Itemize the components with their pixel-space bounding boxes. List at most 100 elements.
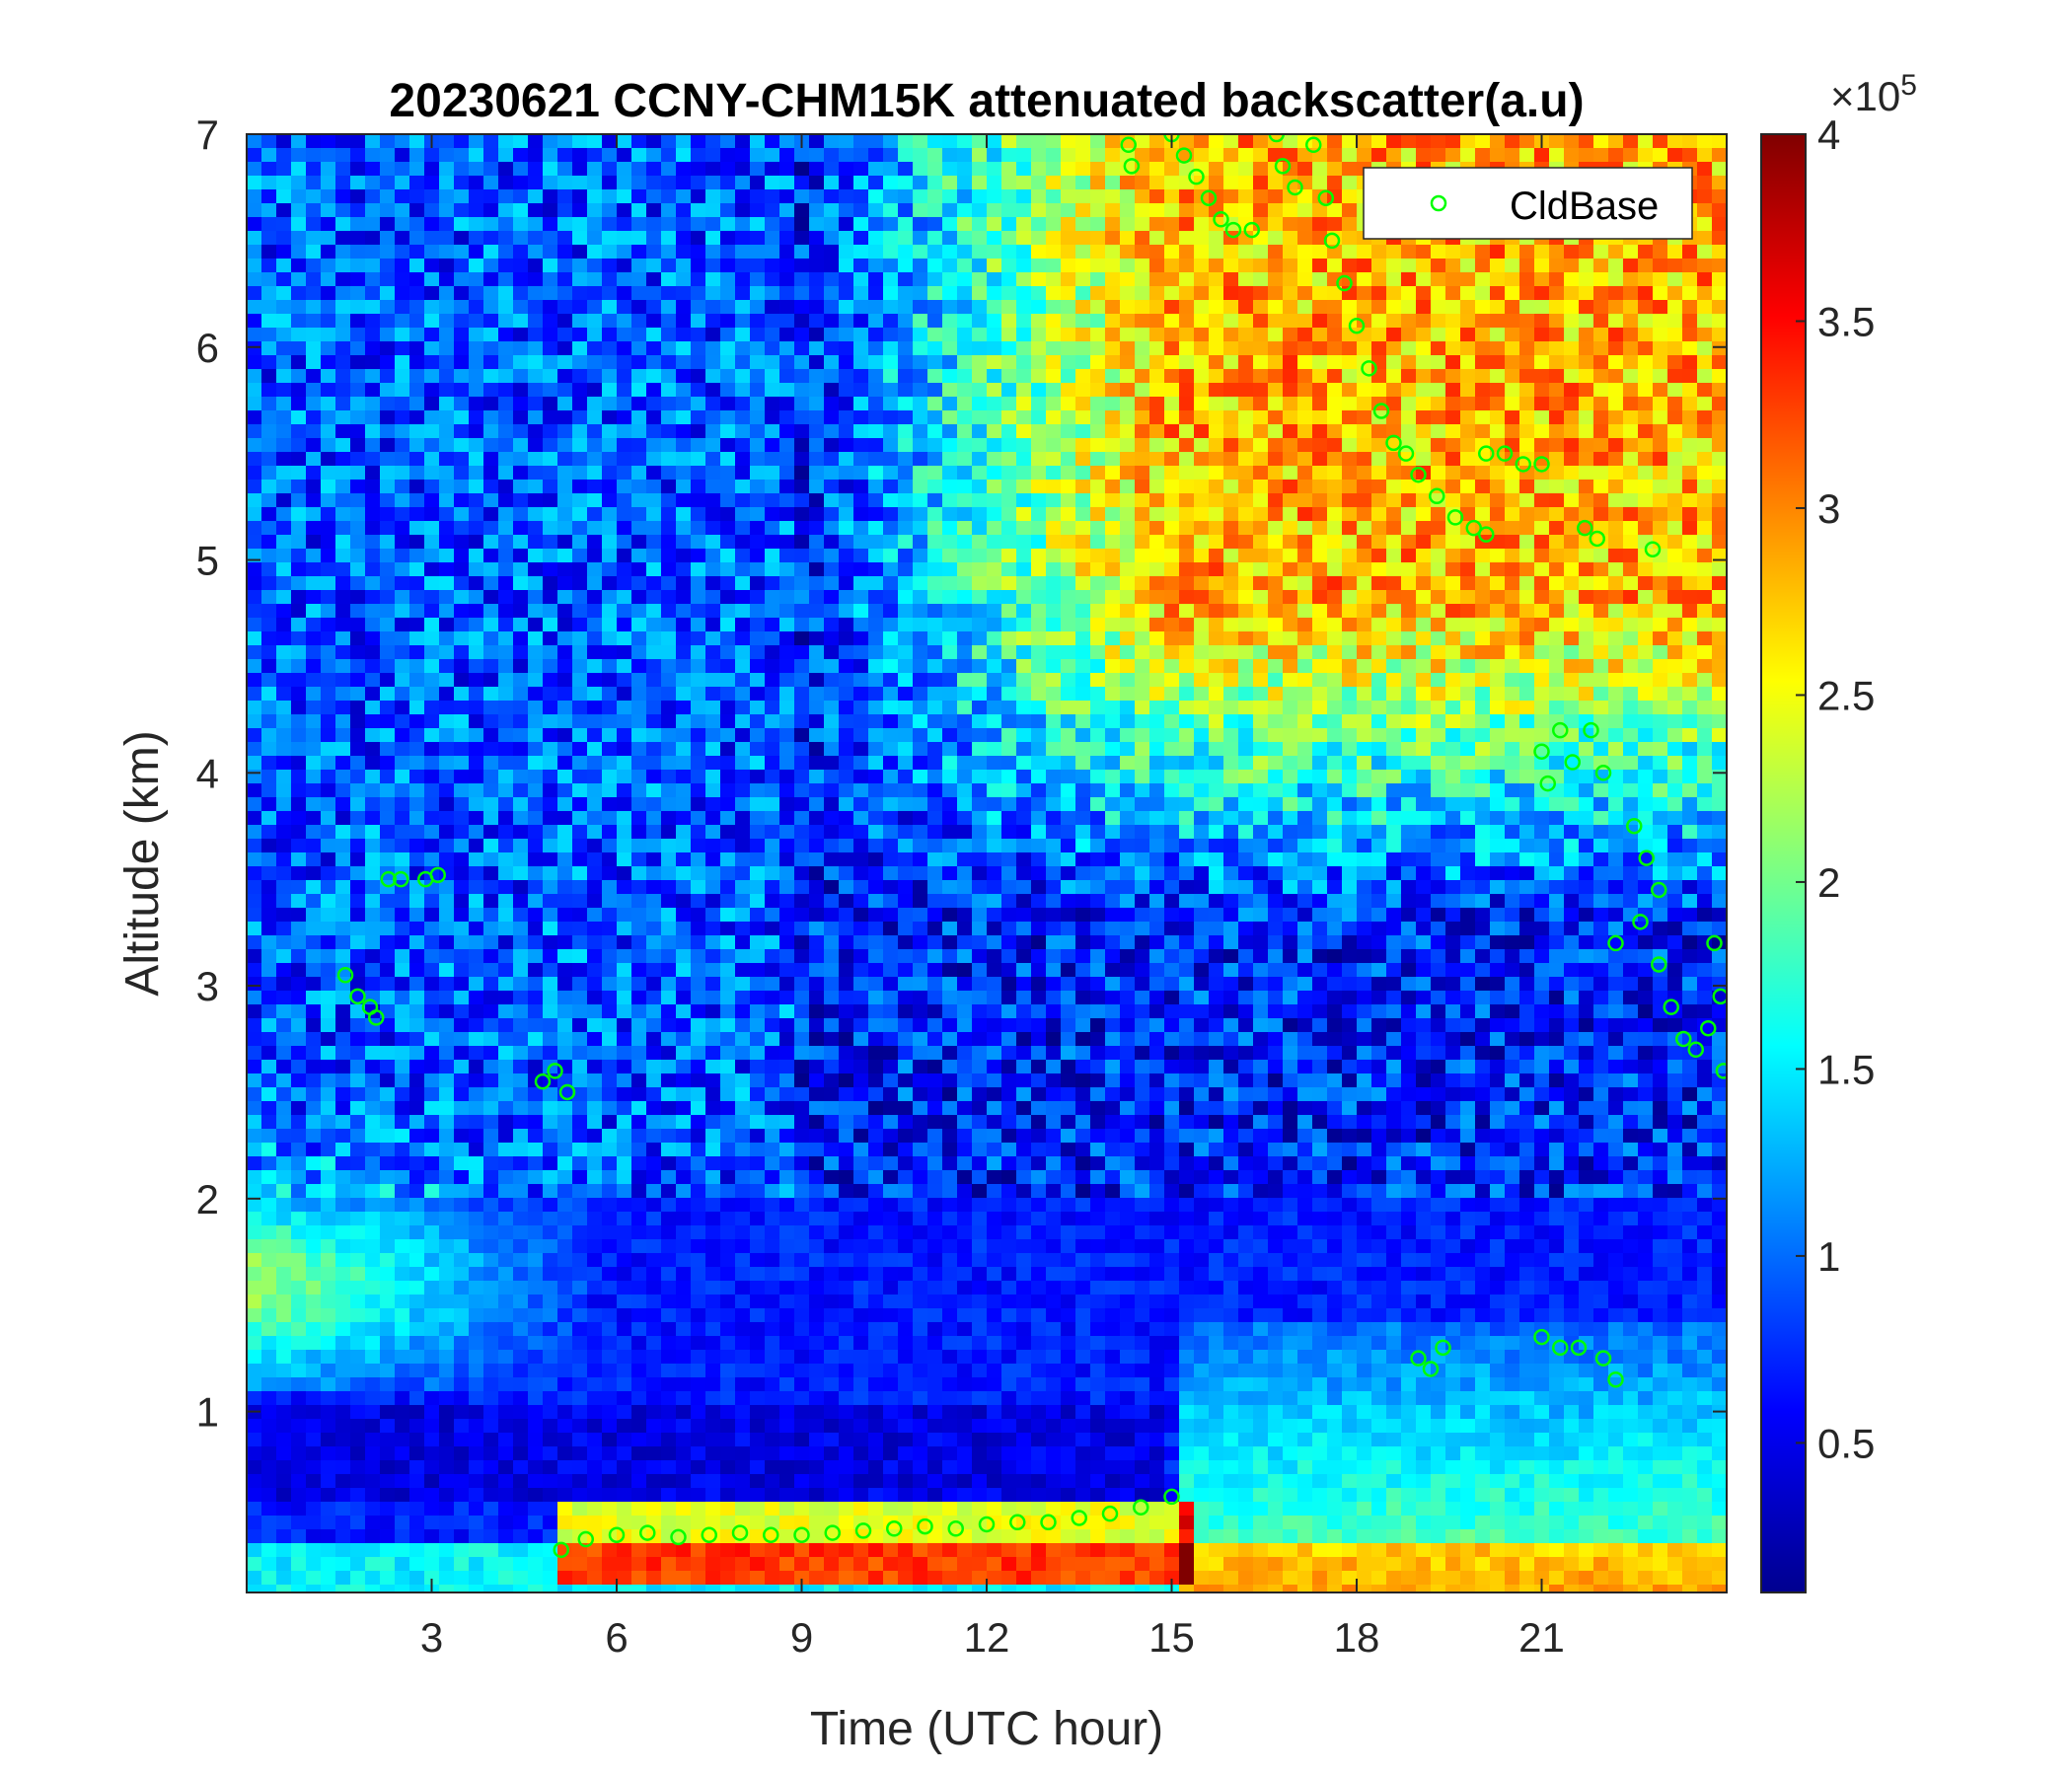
x-tick-label: 9 (790, 1614, 813, 1661)
backscatter-heatmap (247, 134, 1727, 1592)
colorbar-gradient (1760, 133, 1807, 1593)
cloud-base-point (1589, 530, 1605, 548)
cloud-base-point (1305, 136, 1322, 154)
y-tick-label: 7 (196, 111, 219, 158)
cloud-base-point (1188, 168, 1205, 185)
cloud-base-point (1274, 158, 1292, 175)
x-tick-label: 18 (1334, 1614, 1380, 1661)
legend-entry-cldbase: CldBase (1510, 185, 1659, 228)
cloud-base-point (763, 1526, 779, 1543)
cloud-base-point (1607, 934, 1624, 952)
cloud-base-point (336, 967, 354, 984)
x-tick-label: 21 (1518, 1614, 1565, 1661)
cloud-base-point (1243, 221, 1260, 239)
y-axis-ticks: 1 2 3 4 5 6 7 (196, 111, 1727, 1436)
cloud-base-point (1577, 519, 1593, 537)
cloud-base-point (1552, 1339, 1569, 1357)
cloud-base-point (1570, 1339, 1588, 1357)
y-axis-label: Altitude (km) (116, 730, 169, 996)
cloud-base-point (731, 1524, 749, 1541)
legend-box (1363, 167, 1693, 240)
cloud-base-point (1009, 1514, 1026, 1531)
cloud-base-point (1594, 765, 1612, 781)
cloud-base-point (553, 1541, 569, 1559)
cloud-base-point (1323, 232, 1341, 250)
cloud-base-point (1539, 775, 1556, 792)
cloud-base-point (1651, 956, 1667, 973)
cloud-base-point (1040, 1514, 1057, 1531)
cloud-base-point (1496, 445, 1514, 462)
colorbar-tick-label: 4 (1817, 111, 1840, 158)
cloud-base-point (1120, 136, 1137, 154)
cloud-base-point (947, 1520, 964, 1537)
cloud-base-point (1268, 134, 1285, 143)
cloud-base-point (639, 1524, 656, 1541)
cloud-base-point (1465, 519, 1482, 537)
x-tick-label: 3 (420, 1614, 443, 1661)
cloud-base-point (1663, 999, 1679, 1015)
cloud-base-point (429, 866, 446, 884)
cloud-base-point (1675, 1030, 1692, 1048)
cloud-base-point (1638, 850, 1655, 866)
cloud-base-point (1133, 1499, 1149, 1516)
colorbar-ticks: 0.5 1 1.5 2 2.5 3 3.5 4 (1796, 111, 1875, 1466)
cloud-base-point (1706, 934, 1723, 952)
cloud-base-point (1533, 456, 1550, 473)
x-tick-label: 15 (1148, 1614, 1195, 1661)
cloud-base-point (1712, 988, 1727, 1005)
x-axis-label: Time (UTC hour) (810, 1703, 1163, 1755)
cloud-base-point (824, 1524, 841, 1541)
colorbar-tick-label: 3 (1817, 485, 1840, 532)
cloud-base-point (1583, 721, 1599, 739)
cloud-base-point (886, 1520, 903, 1537)
cloud-base-point (1533, 1328, 1550, 1346)
cloud-base-point (1372, 403, 1390, 419)
cloud-base-point (1644, 541, 1662, 557)
cloud-base-point (1071, 1510, 1087, 1526)
cloud-base-point (368, 1009, 385, 1026)
colorbar-tick-label: 2 (1817, 859, 1840, 906)
legend: CldBase (1363, 167, 1693, 240)
legend-marker-cldbase (1430, 194, 1447, 212)
cloud-base-point (380, 870, 397, 888)
cloud-base-point (349, 988, 366, 1005)
cloud-base-point (1435, 1339, 1451, 1357)
x-tick-label: 12 (964, 1614, 1010, 1661)
cloud-base-point (1361, 360, 1377, 377)
y-tick-label: 6 (196, 325, 219, 371)
cloud-base-point (1564, 754, 1581, 771)
cloud-base-point (917, 1517, 933, 1535)
cloud-base-series (336, 134, 1727, 1559)
cloud-base-point (1410, 1350, 1427, 1367)
cloud-base-point (1478, 526, 1495, 543)
cloud-base-point (1224, 221, 1242, 239)
cloud-base-point (854, 1522, 872, 1539)
cloud-base-point (1287, 179, 1303, 196)
cloud-base-point (1533, 743, 1550, 760)
cloud-base-point (1163, 1488, 1180, 1506)
x-axis-ticks: 3 6 9 12 15 18 21 (420, 134, 1565, 1661)
cloud-base-point (1552, 721, 1569, 739)
cloud-base-point (1200, 189, 1218, 206)
cloud-base-point (608, 1526, 626, 1543)
colorbar: 0.5 1 1.5 2 2.5 3 3.5 4 ×105 (1760, 69, 1917, 1593)
cloud-base-point (1429, 487, 1445, 505)
cloud-base-point (1607, 1370, 1624, 1388)
cloud-base-point (1700, 1019, 1717, 1037)
y-tick-label: 1 (196, 1389, 219, 1436)
cloud-base-point (1632, 914, 1649, 930)
cloud-base-point (1213, 211, 1229, 228)
cloud-base-point (534, 1073, 552, 1090)
cloud-base-point (1626, 817, 1643, 835)
cloud-base-point (793, 1526, 810, 1543)
colorbar-tick-label: 1.5 (1817, 1046, 1875, 1092)
colorbar-tick-label: 0.5 (1817, 1420, 1875, 1466)
chart-title: 20230621 CCNY-CHM15K attenuated backscat… (389, 75, 1584, 127)
cloud-base-point (1422, 1361, 1440, 1377)
y-tick-label: 5 (196, 538, 219, 584)
cloud-base-point (547, 1063, 563, 1079)
colorbar-tick-label: 2.5 (1817, 672, 1875, 718)
cloud-base-point (1385, 434, 1402, 452)
cloud-base-point (1348, 317, 1366, 334)
